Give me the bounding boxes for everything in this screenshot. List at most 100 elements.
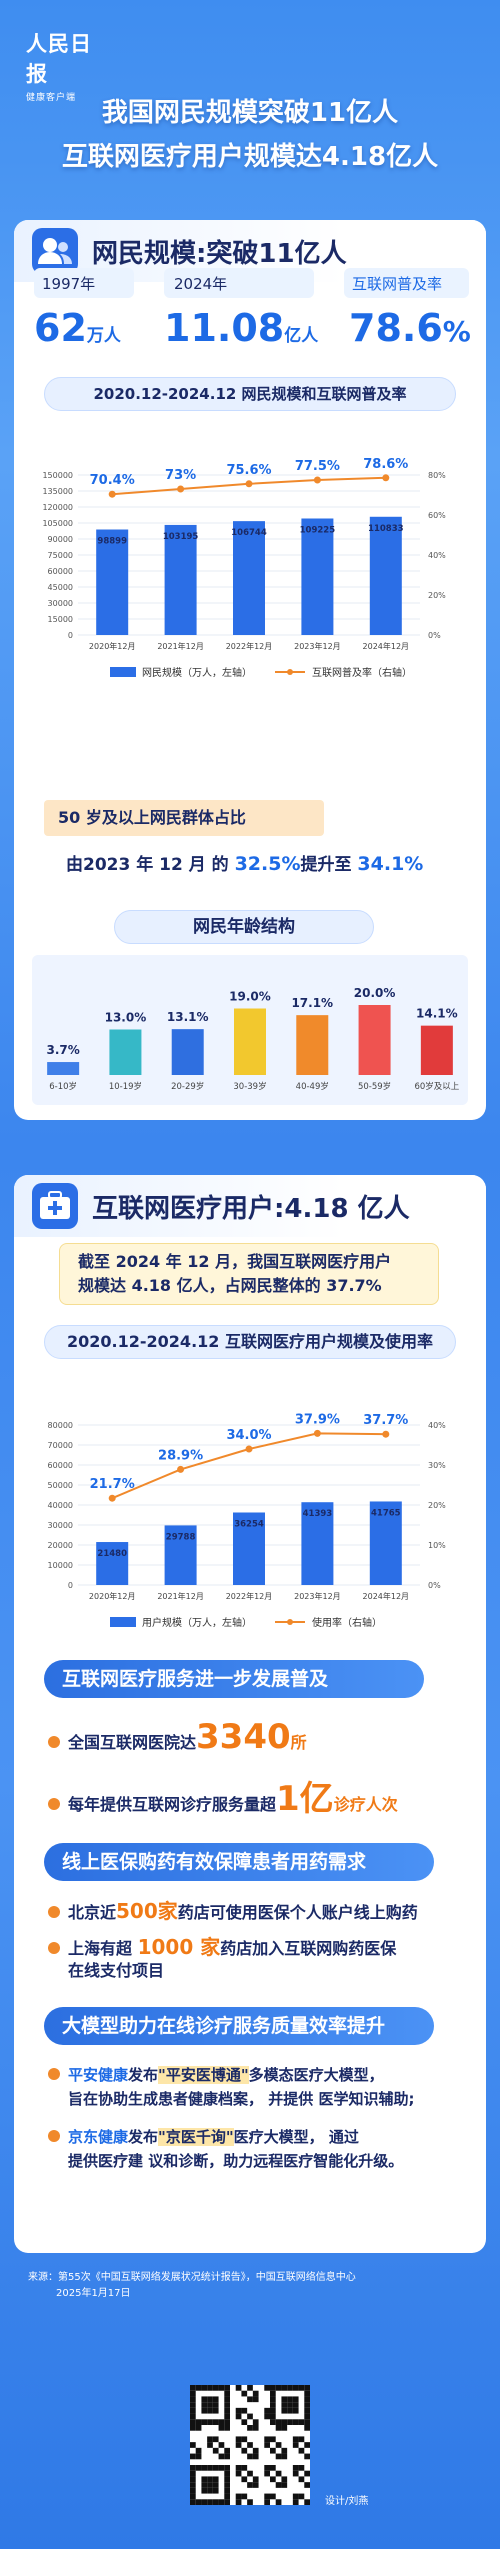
qr-module	[190, 2453, 196, 2460]
netizen-y-tick: 150000	[42, 471, 73, 480]
qr-module	[224, 2390, 230, 2397]
section-medical: 互联网医疗用户:4.18 亿人 截至 2024 年 12 月，我国互联网医疗用户…	[14, 1175, 486, 2253]
netizen-point	[382, 474, 390, 482]
qr-module	[281, 2476, 288, 2483]
qr-code	[190, 2385, 310, 2505]
qr-module	[212, 2385, 219, 2391]
qr-module	[241, 2493, 248, 2500]
qr-module	[212, 2499, 219, 2505]
netizen-x-tick: 2021年12月	[157, 641, 204, 651]
netizen-point-label: 70.4%	[90, 473, 135, 488]
qr-module	[275, 2419, 282, 2425]
qr-module	[252, 2396, 259, 2403]
jd-model: "京医千询"	[158, 2128, 234, 2146]
medical-point-label: 37.7%	[363, 1413, 408, 1428]
qr-module	[190, 2442, 196, 2448]
qr-module	[287, 2402, 293, 2408]
item-hospitals: 全国互联网医院达3340所	[48, 1717, 307, 1757]
age-bar-label: 20.0%	[354, 986, 396, 1000]
chart3-title: 2020.12-2024.12 互联网医疗用户规模及使用率	[44, 1325, 456, 1359]
stat-1997-year: 1997年	[42, 275, 96, 293]
qr-module	[304, 2453, 310, 2460]
banner-service: 互联网医疗服务进一步发展普及	[44, 1660, 424, 1698]
netizen-y-tick: 45000	[48, 583, 73, 592]
medical-point-label: 34.0%	[226, 1428, 271, 1443]
stat-2024-year: 2024年	[174, 275, 228, 293]
qr-module	[247, 2413, 253, 2420]
qr-module	[247, 2442, 253, 2448]
pingan-desc-2: 旨在协助生成患者健康档案， 并提供 医学知识辅助;	[68, 2090, 415, 2108]
stat-2024-value: 11.08	[164, 306, 285, 350]
section-medical-header: 互联网医疗用户:4.18 亿人	[14, 1175, 486, 1237]
age-x-tick: 60岁及以上	[414, 1081, 459, 1092]
qr-module	[190, 2476, 196, 2483]
qr-module	[235, 2407, 242, 2414]
page-title-1: 我国网民规模突破11亿人	[101, 98, 399, 128]
qr-module	[195, 2447, 202, 2454]
age-to-value: 34.1%	[357, 853, 424, 875]
qr-module	[224, 2407, 230, 2414]
qr-module	[212, 2407, 219, 2414]
netizen-bar-label: 98899	[97, 537, 127, 547]
qr-module	[218, 2442, 225, 2448]
qr-module	[190, 2499, 196, 2505]
netizen-bar-label: 103195	[163, 532, 199, 542]
age-bar	[47, 1062, 80, 1075]
qr-module	[195, 2385, 202, 2391]
qr-module	[275, 2499, 282, 2505]
qr-module	[304, 2442, 310, 2448]
qr-module	[304, 2425, 310, 2431]
qr-module	[270, 2465, 276, 2471]
qr-module	[247, 2396, 253, 2403]
medical-legend-swatch-bar	[110, 1617, 136, 1627]
medical-bar-label: 41393	[303, 1509, 333, 1519]
age-bar-label: 19.0%	[229, 990, 271, 1004]
qr-module	[292, 2419, 299, 2425]
netizen-x-tick: 2020年12月	[89, 641, 136, 651]
qr-module	[201, 2396, 208, 2403]
logo-title: 人民日报	[26, 31, 92, 86]
age-x-tick: 30-39岁	[233, 1081, 266, 1092]
qr-module	[224, 2413, 230, 2420]
qr-module	[212, 2419, 219, 2425]
qr-module	[241, 2390, 248, 2397]
qr-module	[252, 2425, 259, 2431]
qr-module	[264, 2465, 270, 2471]
jd-desc-2: 提供医疗建 议和诊断，助力远程医疗智能化升级。	[68, 2152, 404, 2170]
qr-module	[304, 2482, 310, 2488]
netizen-y2-tick: 20%	[428, 591, 446, 600]
medical-y2-tick: 10%	[428, 1541, 446, 1550]
qr-module	[304, 2390, 310, 2397]
qr-module	[264, 2499, 270, 2505]
netizen-bar-label: 110833	[368, 524, 404, 534]
visits-value: 1亿	[276, 1779, 334, 1819]
beijing-value: 500家	[116, 1899, 178, 1923]
qr-module	[201, 2476, 208, 2483]
qr-module	[201, 2482, 208, 2488]
qr-module	[224, 2476, 230, 2483]
qr-module	[252, 2453, 259, 2460]
netizen-bar	[369, 516, 402, 635]
age-x-tick: 10-19岁	[109, 1081, 142, 1092]
qr-module	[304, 2499, 310, 2505]
medical-y2-tick: 30%	[428, 1461, 446, 1470]
qr-module	[287, 2419, 293, 2425]
medical-x-tick: 2023年12月	[294, 1591, 341, 1601]
stat-2024-unit: 亿人	[284, 326, 319, 346]
logo: 人民日报 健康客户端	[26, 28, 96, 103]
qr-module	[207, 2407, 213, 2414]
qr-module	[281, 2482, 288, 2488]
age-chart-title: 网民年龄结构	[114, 910, 374, 944]
qr-module	[218, 2425, 225, 2431]
qr-module	[292, 2407, 299, 2414]
medical-point	[245, 1445, 253, 1453]
qr-module	[292, 2396, 299, 2403]
pingan-model: "平安医博通"	[158, 2066, 249, 2084]
qr-module	[304, 2419, 310, 2425]
qr-module	[207, 2476, 213, 2483]
qr-module	[275, 2425, 282, 2431]
qr-module	[247, 2453, 253, 2460]
qr-module	[292, 2499, 299, 2505]
netizen-y-tick: 120000	[42, 503, 73, 512]
qr-module	[252, 2482, 259, 2488]
